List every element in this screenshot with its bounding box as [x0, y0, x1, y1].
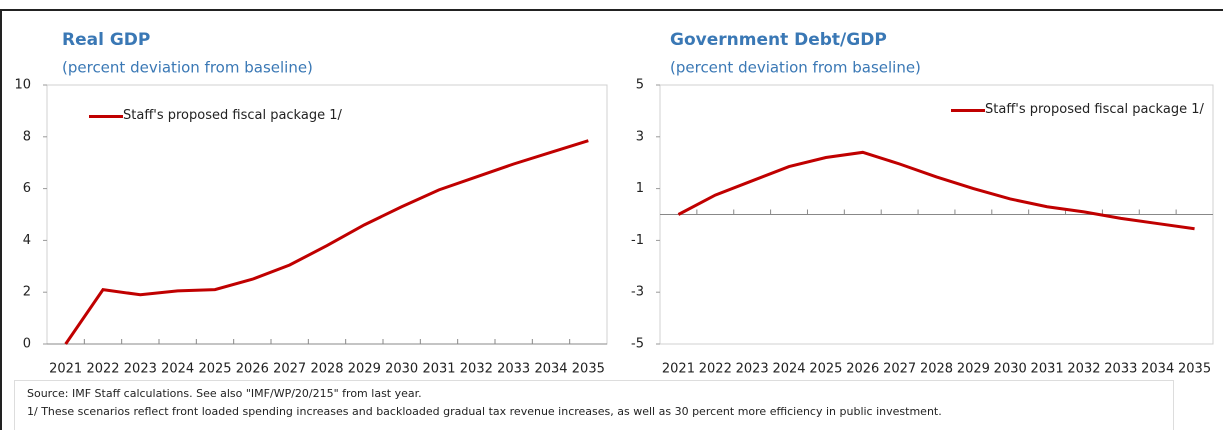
x-tick-label: 2030 — [994, 362, 1027, 377]
legend-label: Staff's proposed fiscal package 1/ — [985, 102, 1204, 117]
y-tick-label: 10 — [14, 78, 31, 93]
chart-title: Real GDP — [62, 30, 150, 50]
x-tick-label: 2021 — [49, 362, 82, 377]
y-tick-label: -3 — [631, 285, 644, 300]
x-tick-label: 2027 — [273, 362, 306, 377]
x-tick-label: 2030 — [385, 362, 418, 377]
footnotes: Source: IMF Staff calculations. See also… — [14, 380, 1174, 430]
x-tick-label: 2023 — [736, 362, 769, 377]
legend: Staff's proposed fiscal package 1/ — [89, 108, 342, 123]
footnote: 1/ These scenarios reflect front loaded … — [27, 405, 942, 418]
y-tick-label: 3 — [636, 129, 644, 144]
y-tick-label: 4 — [23, 233, 31, 248]
y-tick-label: 0 — [23, 337, 31, 352]
x-tick-label: 2033 — [1104, 362, 1137, 377]
data-line — [677, 150, 1195, 231]
x-tick-label: 2034 — [1141, 362, 1174, 377]
y-tick-label: 2 — [23, 285, 31, 300]
x-tick-label: 2028 — [920, 362, 953, 377]
x-tick-label: 2024 — [161, 362, 194, 377]
legend-swatch — [89, 115, 123, 118]
x-tick-label: 2031 — [422, 362, 455, 377]
x-tick-label: 2025 — [809, 362, 842, 377]
x-tick-label: 2032 — [460, 362, 493, 377]
y-tick-label: 5 — [636, 78, 644, 93]
legend: Staff's proposed fiscal package 1/ — [951, 102, 1205, 117]
x-tick-label: 2022 — [86, 362, 119, 377]
x-tick-label: 2023 — [124, 362, 157, 377]
x-tick-label: 2028 — [310, 362, 343, 377]
data-line — [64, 139, 589, 345]
chart-title: Government Debt/GDP — [670, 30, 887, 50]
y-tick-label: 1 — [636, 181, 644, 196]
plot-frame — [46, 84, 608, 345]
legend-label: Staff's proposed fiscal package 1/ — [123, 108, 342, 123]
chart-subtitle: (percent deviation from baseline) — [62, 59, 313, 77]
source-note: Source: IMF Staff calculations. See also… — [27, 387, 422, 400]
x-tick-label: 2026 — [846, 362, 879, 377]
legend-swatch — [951, 109, 985, 112]
y-tick-label: 8 — [23, 129, 31, 144]
x-tick-label: 2021 — [662, 362, 695, 377]
y-tick-label: 6 — [23, 181, 31, 196]
x-tick-label: 2035 — [1178, 362, 1211, 377]
x-tick-label: 2022 — [699, 362, 732, 377]
x-tick-label: 2029 — [957, 362, 990, 377]
x-tick-label: 2029 — [348, 362, 381, 377]
x-tick-label: 2025 — [198, 362, 231, 377]
x-tick-label: 2024 — [772, 362, 805, 377]
y-tick-label: -5 — [631, 337, 644, 352]
chart-subtitle: (percent deviation from baseline) — [670, 59, 921, 77]
x-tick-label: 2035 — [572, 362, 605, 377]
y-tick-label: -1 — [631, 233, 644, 248]
x-tick-label: 2034 — [534, 362, 567, 377]
x-tick-label: 2027 — [883, 362, 916, 377]
x-tick-label: 2026 — [236, 362, 269, 377]
x-tick-label: 2032 — [1067, 362, 1100, 377]
x-tick-label: 2033 — [497, 362, 530, 377]
x-tick-label: 2031 — [1031, 362, 1064, 377]
